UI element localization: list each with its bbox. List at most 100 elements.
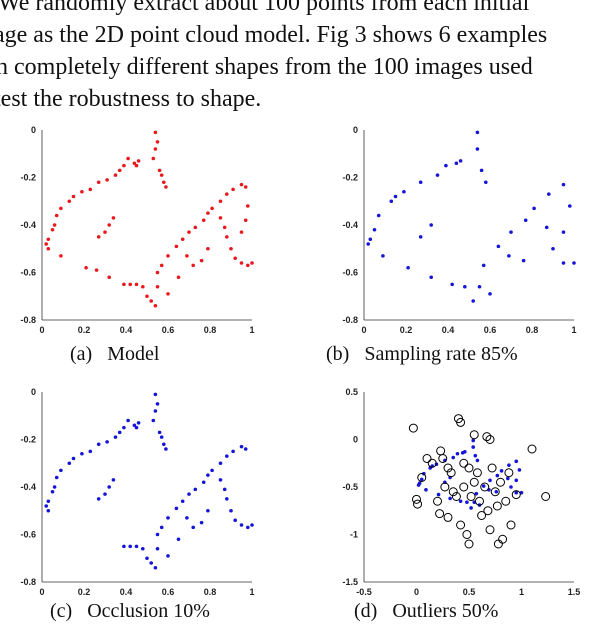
- data-point: [122, 163, 126, 168]
- data-point: [372, 227, 377, 232]
- data-point: [239, 523, 244, 527]
- outlier-point: [482, 432, 492, 442]
- data-point: [517, 468, 522, 472]
- data-point: [132, 161, 137, 166]
- y-tick-label: 0: [353, 435, 358, 445]
- data-point: [134, 282, 139, 287]
- y-tick-label: 0: [31, 125, 36, 135]
- y-tick-label: -0.2: [342, 173, 358, 183]
- data-point: [458, 499, 463, 504]
- paragraph-line-1: We randomly extract about 100 points fro…: [0, 0, 530, 16]
- data-point: [229, 246, 233, 251]
- scatter-plot-d: 0.50-0.5-1-1.5-0.5 0 0.5 1 1.5: [342, 387, 580, 597]
- paragraph-line-3: h completely different shapes from the 1…: [0, 54, 533, 80]
- x-tick-label: 0.2: [78, 587, 91, 597]
- data-point: [46, 246, 51, 251]
- data-point: [71, 456, 76, 461]
- y-tick-label: -0.4: [342, 220, 358, 230]
- data-point: [46, 508, 51, 513]
- data-point: [429, 223, 433, 227]
- data-point: [117, 430, 122, 435]
- data-point: [210, 206, 214, 211]
- outlier-point: [483, 506, 493, 516]
- data-point: [568, 204, 572, 208]
- x-tick-label: 0: [414, 587, 419, 597]
- outlier-point: [436, 446, 446, 456]
- outlier-point: [413, 499, 423, 509]
- data-point: [458, 159, 463, 163]
- data-point: [159, 263, 164, 268]
- x-tick-label: -0.5: [356, 587, 372, 597]
- outlier-point: [408, 423, 418, 433]
- data-point: [402, 189, 406, 194]
- data-point: [84, 265, 88, 270]
- data-point: [507, 463, 511, 467]
- x-tick-label: 0: [39, 325, 44, 335]
- data-point: [218, 478, 223, 482]
- data-point: [67, 199, 72, 204]
- data-point: [246, 525, 250, 530]
- x-tick-label: 0.2: [78, 325, 91, 335]
- data-point: [155, 284, 160, 289]
- data-point: [134, 163, 139, 168]
- data-point: [153, 392, 158, 397]
- data-point: [233, 256, 237, 261]
- data-point: [153, 147, 158, 151]
- data-point: [393, 194, 398, 199]
- outlier-point: [433, 496, 442, 506]
- data-point: [94, 268, 99, 272]
- outlier-point: [456, 417, 466, 427]
- data-point: [521, 258, 526, 263]
- data-point: [50, 489, 55, 494]
- data-point: [96, 235, 101, 239]
- data-point: [111, 216, 116, 220]
- x-tick-label: 0.4: [442, 325, 455, 335]
- data-point: [193, 487, 198, 492]
- data-point: [122, 425, 126, 430]
- data-point: [547, 192, 551, 196]
- data-point: [406, 265, 410, 270]
- x-tick-label: 0.6: [484, 325, 497, 335]
- data-point: [105, 440, 109, 444]
- data-point: [157, 168, 162, 173]
- y-tick-label: -1.5: [342, 577, 358, 587]
- data-point: [44, 242, 48, 246]
- caption-b: (b) Sampling rate 85%: [326, 343, 518, 365]
- data-point: [435, 173, 440, 177]
- data-point: [88, 449, 93, 454]
- data-point: [187, 230, 191, 234]
- data-point: [474, 491, 479, 496]
- y-tick-label: -1: [350, 530, 358, 540]
- data-point: [473, 453, 478, 458]
- data-point: [465, 500, 469, 504]
- data-point: [206, 246, 210, 251]
- data-point: [418, 235, 423, 239]
- outlier-point: [485, 525, 495, 535]
- data-point: [180, 237, 185, 242]
- data-point: [451, 455, 456, 460]
- y-tick-label: -0.5: [342, 482, 358, 492]
- outlier-point: [456, 520, 466, 530]
- outlier-point: [493, 539, 503, 549]
- data-point: [155, 270, 160, 275]
- x-tick-label: 0: [39, 587, 44, 597]
- data-point: [141, 284, 145, 289]
- data-point: [514, 459, 519, 464]
- data-point: [206, 473, 210, 477]
- data-point: [469, 506, 473, 510]
- data-point: [246, 263, 250, 268]
- x-tick-label: 0.8: [204, 587, 217, 597]
- plot-panel-d: 0.5 0 -0.5 -1 -1.5 -0.5 0 0.5 1 1.5: [322, 384, 592, 599]
- data-point: [71, 194, 76, 199]
- scatter-plot-c: 0-0.2-0.4-0.6-0.80 0.2 0.4 0.6 0.8 1: [20, 387, 254, 597]
- data-point: [243, 447, 248, 451]
- data-point: [80, 451, 84, 456]
- paragraph-line-2: age as the 2D point cloud model. Fig 3 s…: [0, 22, 548, 48]
- data-point: [475, 458, 480, 463]
- data-point: [366, 242, 370, 246]
- outlier-point: [511, 490, 521, 500]
- data-point: [136, 159, 141, 163]
- data-point: [222, 487, 227, 492]
- data-point: [429, 275, 433, 280]
- data-point: [381, 254, 385, 258]
